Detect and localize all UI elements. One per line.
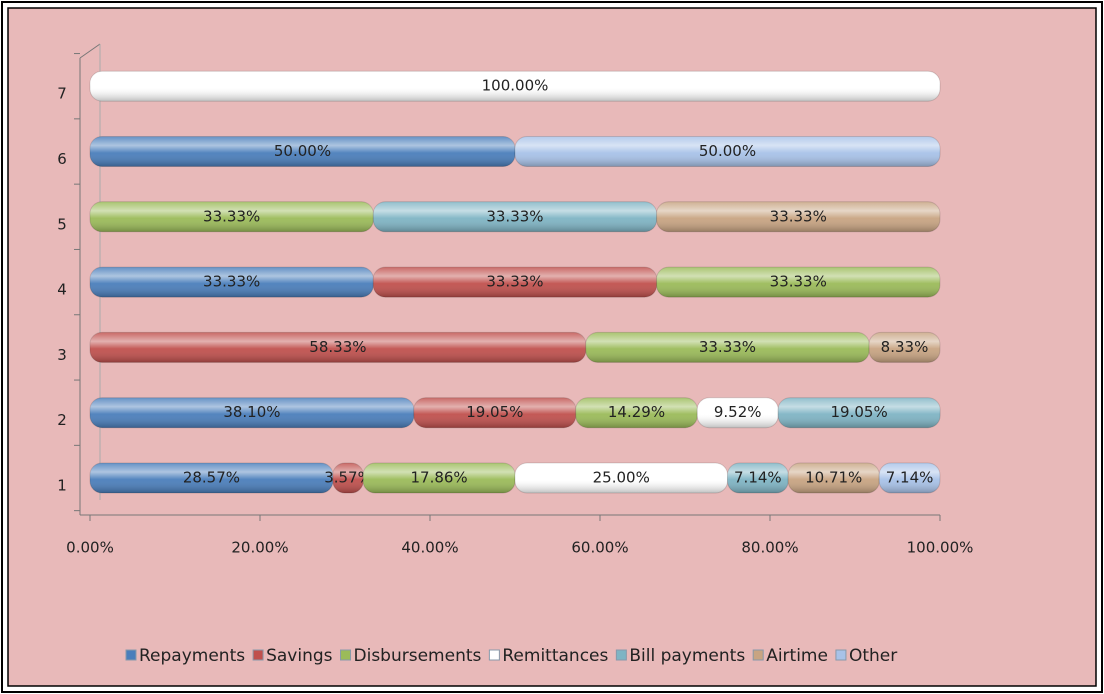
data-label: 3.57% — [324, 469, 372, 487]
legend-marker — [835, 649, 847, 661]
legend-marker — [125, 649, 137, 661]
bar-shine — [90, 397, 414, 428]
legend-label: Remittances — [502, 646, 608, 666]
bar-shine — [90, 136, 515, 167]
bar-shine — [90, 71, 940, 102]
data-label: 33.33% — [486, 207, 543, 225]
y-tick-label: 7 — [57, 85, 67, 103]
data-label: 100.00% — [482, 77, 549, 95]
bar-shine — [515, 136, 940, 167]
legend-marker — [752, 649, 764, 661]
bar-shine — [90, 332, 586, 363]
legend-label: Other — [849, 646, 897, 666]
data-label: 33.33% — [203, 273, 260, 291]
data-label: 14.29% — [608, 403, 665, 421]
data-label: 28.57% — [183, 469, 240, 487]
legend-label: Disbursements — [354, 646, 482, 666]
x-tick-label: 20.00% — [231, 539, 288, 557]
legend-label: Savings — [266, 646, 333, 666]
legend-marker — [488, 649, 500, 661]
bar-shine — [697, 397, 779, 428]
data-label: 7.14% — [886, 469, 934, 487]
data-label: 25.00% — [593, 469, 650, 487]
bar-shine — [656, 201, 940, 232]
data-label: 7.14% — [734, 469, 782, 487]
x-tick-label: 0.00% — [66, 539, 114, 557]
y-tick-label: 6 — [57, 150, 67, 168]
data-label: 33.33% — [203, 207, 260, 225]
bar-shine — [869, 332, 940, 363]
bar-shine — [90, 267, 374, 298]
data-label: 17.86% — [410, 469, 467, 487]
y-tick-label: 5 — [57, 215, 67, 233]
data-label: 9.52% — [714, 403, 762, 421]
data-label: 33.33% — [699, 338, 756, 356]
legend-label: Airtime — [766, 646, 828, 666]
y-tick-label: 2 — [57, 411, 67, 429]
bar-shine — [515, 463, 728, 493]
legend-marker — [340, 649, 352, 661]
bar-shine — [879, 463, 940, 493]
y-tick-label: 4 — [57, 281, 67, 299]
bar-shine — [363, 463, 515, 493]
bar-shine — [373, 201, 657, 232]
y-axis-depth — [79, 43, 101, 59]
data-label: 33.33% — [770, 273, 827, 291]
data-label: 8.33% — [881, 338, 929, 356]
legend-label: Bill payments — [629, 646, 745, 666]
data-label: 33.33% — [486, 273, 543, 291]
data-label: 50.00% — [274, 142, 331, 160]
bar-shine — [727, 463, 789, 493]
data-label: 38.10% — [223, 403, 280, 421]
data-label: 19.05% — [466, 403, 523, 421]
bar-shine — [585, 332, 870, 363]
data-label: 58.33% — [309, 338, 366, 356]
bar-shine — [656, 267, 940, 298]
x-tick-label: 100.00% — [907, 539, 974, 557]
bar-shine — [413, 397, 576, 428]
bar-shine — [575, 397, 698, 428]
legend-label: Repayments — [139, 646, 245, 666]
y-tick-label: 3 — [57, 346, 67, 364]
data-label: 19.05% — [831, 403, 888, 421]
bar-shine — [90, 201, 374, 232]
data-label: 33.33% — [770, 207, 827, 225]
bar-shine — [332, 463, 364, 493]
legend-marker — [252, 649, 264, 661]
bar-shine — [778, 397, 941, 428]
x-tick-label: 60.00% — [571, 539, 628, 557]
bar-shine — [90, 463, 333, 493]
y-tick-label: 1 — [57, 477, 67, 495]
data-label: 50.00% — [699, 142, 756, 160]
bar-shine — [373, 267, 657, 298]
x-tick-label: 40.00% — [401, 539, 458, 557]
bar-shine — [788, 463, 880, 493]
x-tick-label: 80.00% — [741, 539, 798, 557]
data-label: 10.71% — [805, 469, 862, 487]
legend-marker — [615, 649, 627, 661]
